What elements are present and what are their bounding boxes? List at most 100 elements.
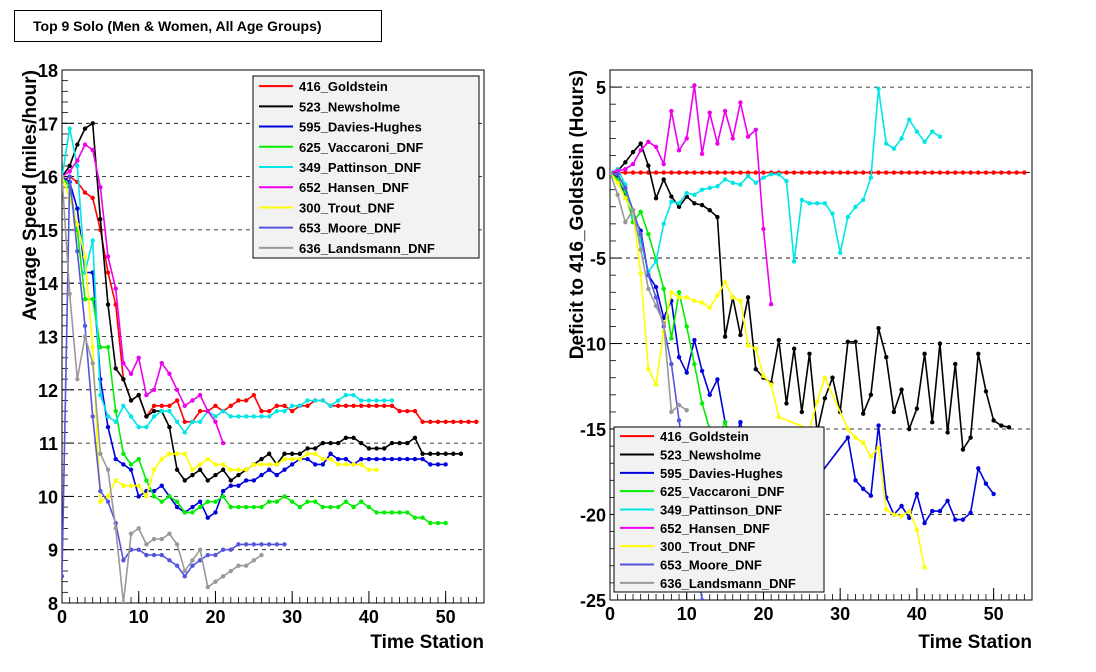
data-point: [784, 178, 789, 184]
y-tick-label: 5: [596, 78, 606, 98]
data-point: [623, 219, 628, 225]
data-point: [213, 403, 218, 408]
data-point: [343, 499, 349, 504]
data-point: [343, 392, 349, 398]
page-title: Top 9 Solo (Men & Women, All Age Groups): [14, 10, 382, 42]
data-point: [615, 172, 620, 177]
data-point: [891, 409, 897, 415]
data-point: [745, 134, 751, 139]
data-point: [366, 446, 372, 451]
data-point: [1022, 170, 1027, 175]
data-point: [684, 170, 689, 175]
x-tick-label: 30: [282, 607, 302, 627]
data-point: [282, 456, 287, 462]
data-point: [313, 499, 318, 504]
data-point: [922, 520, 927, 526]
data-point: [374, 446, 379, 451]
data-point: [144, 414, 149, 419]
data-point: [945, 170, 950, 175]
data-point: [784, 170, 789, 175]
data-point: [653, 295, 659, 300]
data-point: [722, 177, 728, 182]
data-point: [328, 456, 333, 462]
data-point: [976, 466, 981, 471]
data-point: [128, 414, 134, 419]
data-point: [274, 462, 280, 467]
data-point: [899, 503, 904, 509]
data-point: [976, 170, 981, 175]
data-point: [623, 170, 628, 175]
data-point: [343, 435, 349, 440]
data-point: [876, 423, 881, 428]
data-point: [174, 499, 180, 504]
data-point: [968, 170, 973, 175]
legend-label: 523_Newsholme: [299, 99, 400, 114]
data-point: [1006, 425, 1012, 430]
data-point: [646, 286, 651, 292]
data-point: [90, 360, 95, 366]
data-point: [374, 398, 379, 403]
data-point: [274, 408, 280, 414]
data-point: [128, 483, 134, 488]
data-point: [991, 418, 996, 423]
data-point: [822, 375, 828, 380]
data-point: [351, 462, 356, 467]
data-point: [151, 414, 157, 419]
data-point: [899, 514, 904, 519]
data-point: [699, 300, 705, 305]
data-point: [412, 515, 418, 520]
data-point: [676, 170, 682, 175]
data-point: [174, 467, 180, 472]
data-point: [190, 504, 195, 510]
data-point: [914, 491, 920, 497]
data-point: [753, 366, 758, 372]
data-point: [305, 456, 310, 462]
data-point: [313, 451, 318, 456]
data-point: [638, 271, 643, 276]
data-point: [907, 515, 912, 521]
data-point: [861, 486, 866, 492]
data-point: [699, 401, 705, 406]
data-point: [167, 403, 172, 408]
data-point: [121, 403, 126, 408]
data-point: [653, 170, 659, 175]
data-point: [182, 430, 187, 435]
data-point: [960, 517, 966, 522]
data-point: [458, 451, 464, 456]
x-tick-label: 10: [677, 604, 697, 624]
data-point: [791, 346, 797, 351]
data-point: [692, 298, 697, 304]
y-tick-label: -15: [580, 420, 606, 440]
data-point: [876, 86, 881, 92]
legend-label: 349_Pattinson_DNF: [660, 503, 782, 518]
data-point: [761, 175, 766, 180]
data-point: [968, 510, 973, 516]
data-point: [205, 408, 210, 414]
data-point: [228, 547, 233, 552]
data-point: [661, 221, 666, 227]
y-tick-label: 15: [38, 221, 58, 241]
data-point: [692, 337, 697, 343]
data-point: [715, 184, 720, 189]
data-point: [167, 494, 172, 499]
data-point: [174, 504, 180, 510]
data-point: [205, 584, 210, 590]
data-point: [174, 387, 180, 392]
data-point: [791, 170, 797, 175]
data-point: [930, 508, 935, 514]
data-point: [174, 419, 180, 424]
data-point: [382, 446, 387, 451]
legend: 416_Goldstein 523_Newsholme 595_Davies-Hug…: [613, 426, 825, 593]
data-point: [289, 403, 295, 408]
data-point: [220, 467, 226, 472]
data-point: [405, 440, 410, 446]
data-point: [313, 446, 318, 451]
data-point: [213, 499, 218, 504]
data-point: [190, 467, 195, 472]
data-point: [830, 375, 835, 380]
data-point: [182, 419, 187, 424]
data-point: [167, 558, 172, 563]
series-group: [62, 121, 479, 603]
data-point: [451, 419, 456, 424]
data-point: [730, 295, 735, 300]
